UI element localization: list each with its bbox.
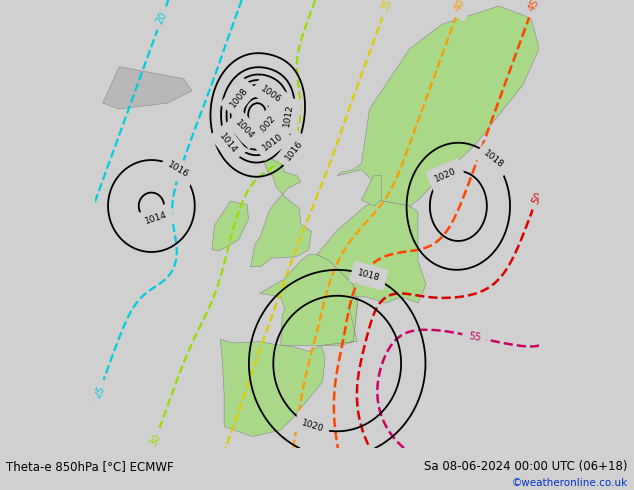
Text: 1010: 1010 <box>261 131 285 152</box>
Text: 25: 25 <box>92 384 107 399</box>
Text: 1020: 1020 <box>300 418 325 434</box>
Text: 1016: 1016 <box>283 139 305 163</box>
Text: 50: 50 <box>529 190 544 206</box>
Text: 1018: 1018 <box>356 269 381 283</box>
Text: 1016: 1016 <box>166 160 191 180</box>
Text: 55: 55 <box>468 331 482 343</box>
Polygon shape <box>236 119 249 128</box>
Polygon shape <box>103 67 192 109</box>
Text: 1014: 1014 <box>217 132 238 155</box>
Polygon shape <box>212 201 249 251</box>
Text: 1012: 1012 <box>282 104 295 128</box>
Polygon shape <box>220 339 325 436</box>
Text: 35: 35 <box>379 0 394 13</box>
Text: 1002: 1002 <box>256 114 278 137</box>
Text: 1008: 1008 <box>228 85 250 109</box>
Text: 40: 40 <box>453 0 467 13</box>
Polygon shape <box>260 254 358 345</box>
Polygon shape <box>337 6 539 206</box>
Text: ©weatheronline.co.uk: ©weatheronline.co.uk <box>512 478 628 488</box>
Text: 1014: 1014 <box>144 211 169 226</box>
Text: 30: 30 <box>148 432 162 448</box>
Polygon shape <box>361 176 382 206</box>
Polygon shape <box>250 157 311 267</box>
Text: Theta-e 850hPa [°C] ECMWF: Theta-e 850hPa [°C] ECMWF <box>6 460 174 473</box>
Text: 1006: 1006 <box>259 84 283 104</box>
Text: 20: 20 <box>154 10 169 26</box>
Text: 1020: 1020 <box>433 166 458 184</box>
Text: 1004: 1004 <box>234 118 256 141</box>
Text: 1018: 1018 <box>482 149 505 171</box>
Text: 45: 45 <box>526 0 541 13</box>
Polygon shape <box>317 200 426 345</box>
Text: Sa 08-06-2024 00:00 UTC (06+18): Sa 08-06-2024 00:00 UTC (06+18) <box>424 460 628 473</box>
